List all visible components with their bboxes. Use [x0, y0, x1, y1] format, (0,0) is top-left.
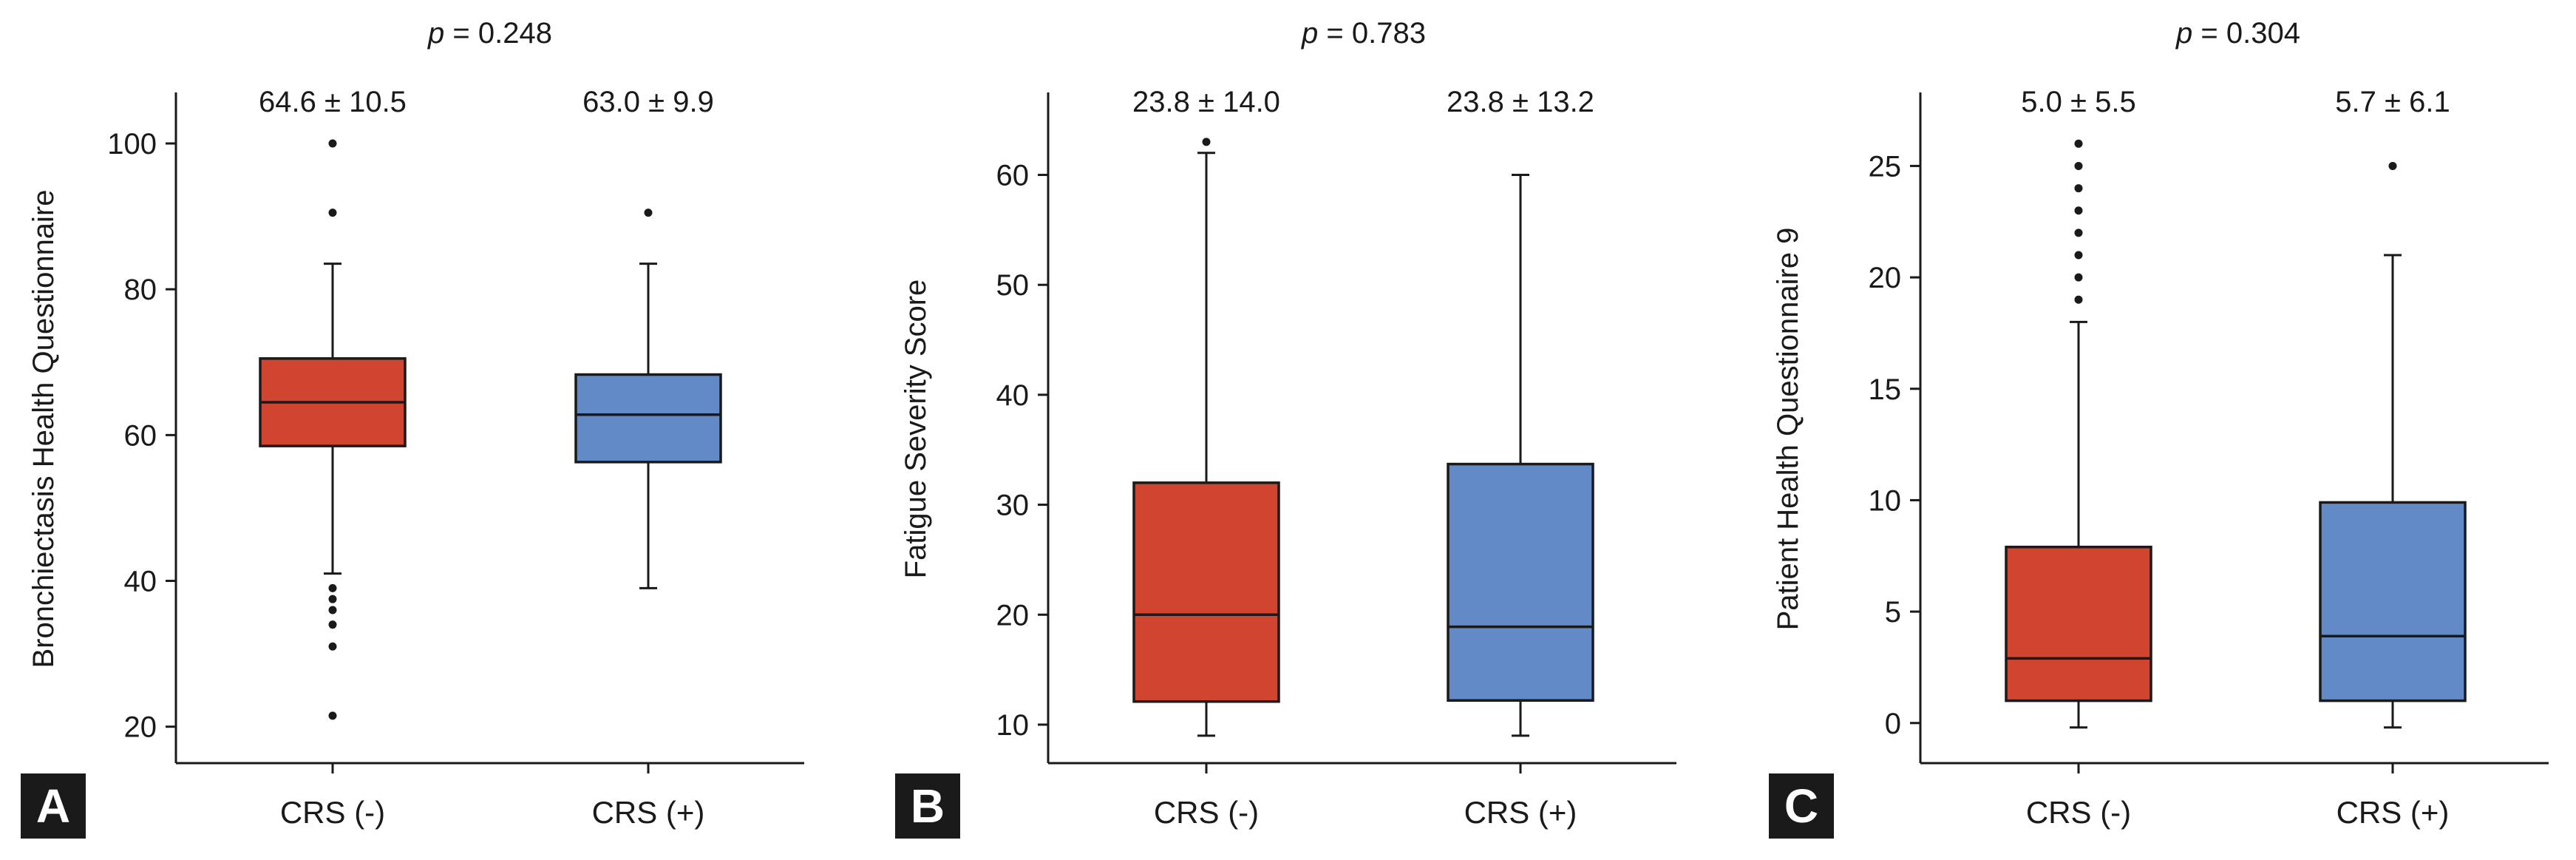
outlier-point — [328, 620, 337, 629]
y-tick-label: 10 — [1869, 484, 1902, 517]
x-tick-label: CRS (+) — [592, 795, 705, 830]
mean-sd-label: 23.8 ± 13.2 — [1447, 86, 1594, 118]
p-value-symbol: p — [1301, 17, 1318, 50]
y-tick-label: 80 — [124, 274, 157, 306]
x-tick-label: CRS (-) — [280, 795, 385, 830]
y-tick-label: 20 — [1869, 262, 1902, 294]
y-tick-label: 50 — [996, 269, 1030, 302]
y-axis-title: Bronchiectasis Health Questionnaire — [27, 189, 60, 668]
y-tick-label: 20 — [996, 599, 1030, 632]
box-series-crs-negative: CRS (-) 5.0 ± 5.5 — [2005, 86, 2152, 830]
box-series-crs-negative: CRS (-) 23.8 ± 14.0 — [1132, 86, 1280, 830]
outlier-point — [1202, 138, 1211, 146]
y-tick-label: 30 — [996, 490, 1030, 522]
y-axis-title: Patient Health Questionnaire 9 — [1772, 228, 1804, 631]
panel-a: p = 0.248 20 40 60 80 100 Bronchiectasis Healt… — [21, 17, 804, 839]
panel-letter-badge — [1769, 773, 1834, 839]
p-value-symbol: p — [427, 17, 444, 50]
iqr-box — [2319, 501, 2467, 702]
x-tick-label: CRS (+) — [2337, 795, 2450, 830]
x-tick-label: CRS (-) — [1154, 795, 1259, 830]
iqr-box — [1447, 462, 1594, 702]
y-tick-label: 60 — [124, 419, 157, 452]
y-tick-label: 40 — [124, 566, 157, 598]
box-series-crs-positive: CRS (+) 23.8 ± 13.2 — [1447, 86, 1594, 830]
y-tick-label: 10 — [996, 709, 1030, 742]
mean-sd-label: 23.8 ± 14.0 — [1132, 86, 1280, 118]
y-tick-label: 15 — [1869, 373, 1902, 406]
x-tick-label: CRS (-) — [2026, 795, 2131, 830]
p-value-number: = 0.248 — [444, 17, 552, 50]
y-tick-label: 40 — [996, 379, 1030, 412]
y-tick-label: 25 — [1869, 150, 1902, 183]
mean-sd-label: 64.6 ± 10.5 — [259, 86, 407, 118]
p-value-number: = 0.304 — [2192, 17, 2300, 50]
panel-c: p = 0.304 0 5 10 15 20 25 Patient Health Questi… — [1769, 17, 2549, 839]
p-value-title: p = 0.248 — [427, 17, 552, 50]
p-value-symbol: p — [2175, 17, 2192, 50]
p-value-title: p = 0.783 — [1301, 17, 1426, 50]
panel-letter: B — [911, 779, 945, 833]
outlier-point — [2074, 273, 2083, 282]
panel-letter: C — [1784, 779, 1818, 833]
x-tick-label: CRS (+) — [1464, 795, 1577, 830]
y-tick-label: 0 — [1885, 708, 1901, 740]
box-series-crs-negative: CRS (-) 64.6 ± 10.5 — [259, 86, 407, 830]
outlier-point — [2074, 251, 2083, 260]
iqr-box — [1132, 481, 1280, 703]
mean-sd-label: 5.7 ± 6.1 — [2335, 86, 2450, 118]
iqr-box — [574, 373, 722, 464]
panel-letter: A — [36, 779, 70, 833]
outlier-point — [328, 209, 337, 217]
outlier-point — [328, 711, 337, 720]
y-tick-label: 20 — [124, 711, 157, 744]
p-value-number: = 0.783 — [1318, 17, 1426, 50]
outlier-point — [2074, 295, 2083, 304]
box-series-crs-positive: CRS (+) 5.7 ± 6.1 — [2319, 86, 2467, 830]
outlier-point — [2074, 228, 2083, 237]
y-axis-title: Fatigue Severity Score — [900, 280, 932, 579]
p-value-title: p = 0.304 — [2175, 17, 2300, 50]
outlier-point — [328, 642, 337, 651]
mean-sd-label: 5.0 ± 5.5 — [2021, 86, 2135, 118]
outlier-point — [328, 606, 337, 614]
y-tick-label: 60 — [996, 160, 1030, 192]
panel-b: p = 0.783 10 20 30 40 50 60 Fatigue Severity Sc… — [895, 17, 1676, 839]
mean-sd-label: 63.0 ± 9.9 — [582, 86, 714, 118]
outlier-point — [2074, 139, 2083, 148]
outlier-point — [644, 209, 653, 217]
outlier-point — [2074, 206, 2083, 215]
outlier-point — [2074, 184, 2083, 193]
box-series-crs-positive: CRS (+) 63.0 ± 9.9 — [574, 86, 722, 830]
panel-letter-badge — [895, 773, 960, 839]
outlier-point — [2388, 161, 2397, 170]
iqr-box — [2005, 545, 2152, 702]
outlier-point — [328, 595, 337, 603]
outlier-point — [328, 583, 337, 592]
y-tick-label: 5 — [1885, 596, 1901, 629]
panel-letter-badge — [21, 773, 86, 839]
outlier-point — [328, 139, 337, 148]
y-tick-label: 100 — [107, 128, 157, 160]
outlier-point — [2074, 161, 2083, 170]
